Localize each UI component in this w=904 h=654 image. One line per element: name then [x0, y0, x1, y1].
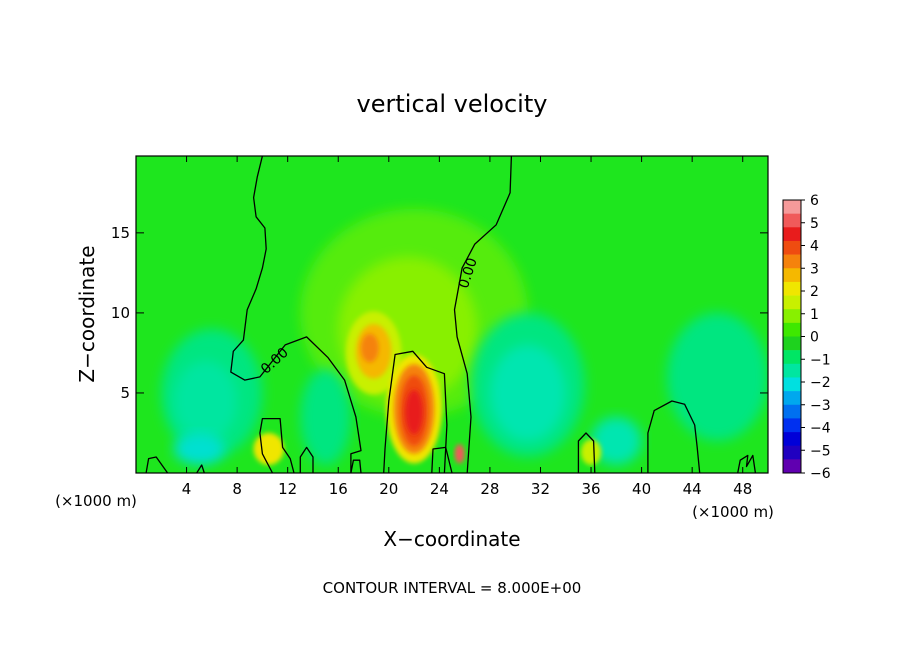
zero-contour-cell — [577, 432, 596, 473]
field-downdraft-low — [591, 416, 642, 465]
field-updraft-small — [253, 432, 284, 465]
colorbar-swatch — [783, 254, 801, 269]
y-tick-label: 10 — [111, 304, 130, 322]
colorbar-swatch — [783, 227, 801, 242]
colorbar-swatch — [783, 268, 801, 283]
colorbar-tick-label: 6 — [810, 193, 819, 209]
x-tick-label: 36 — [581, 480, 600, 498]
colorbar-tick-label: 3 — [810, 261, 819, 277]
x-tick-label: 20 — [379, 480, 398, 498]
chart-title: vertical velocity — [357, 90, 548, 118]
colorbar-swatch — [783, 391, 801, 406]
colorbar-tick-label: 1 — [810, 307, 819, 323]
colorbar-tick-label: −1 — [810, 352, 831, 368]
colorbar-swatch — [783, 213, 801, 228]
x-tick-label: 40 — [632, 480, 651, 498]
x-tick-label: 28 — [480, 480, 499, 498]
colorbar-tick-label: −6 — [810, 466, 831, 482]
colorbar-swatch — [783, 295, 801, 310]
field-downdraft-core — [173, 360, 238, 441]
y-axis-ticks: 5 10 15 — [111, 224, 768, 402]
zero-contour-small — [145, 456, 169, 473]
x-tick-label: 44 — [683, 480, 702, 498]
field-downdraft-core — [489, 344, 566, 441]
zero-contour-small — [350, 459, 362, 473]
contour-interval-note: CONTOUR INTERVAL = 8.000E+00 — [323, 579, 582, 597]
zero-contour-west — [230, 156, 362, 473]
zero-contour-small — [196, 464, 205, 473]
colorbar-swatch — [783, 363, 801, 378]
colorbar-tick-label: −4 — [810, 421, 831, 437]
zero-contour-cell — [259, 417, 295, 473]
zero-contour-small — [737, 454, 757, 473]
x-tick-label: 8 — [232, 480, 242, 498]
colorbar-swatch — [783, 418, 801, 433]
colorbar-tick-label: 2 — [810, 284, 819, 300]
x-unit-right: (×1000 m) — [692, 503, 774, 521]
x-tick-label: 16 — [329, 480, 348, 498]
colorbar-swatch — [783, 404, 801, 419]
field-updraft-core — [360, 333, 379, 363]
plot-frame — [135, 155, 769, 474]
x-unit-left: (×1000 m) — [55, 492, 137, 510]
colorbar-swatch — [783, 445, 801, 460]
colorbar-tick-label: 5 — [810, 216, 819, 232]
field-downdraft — [666, 312, 768, 441]
colorbar-swatch — [783, 309, 801, 324]
colorbar-swatch — [783, 432, 801, 446]
x-tick-label: 32 — [531, 480, 550, 498]
zero-contour-east — [453, 156, 513, 473]
colorbar-tick-label: 4 — [810, 239, 819, 255]
y-tick-label: 5 — [120, 384, 130, 402]
zero-contour-cell — [647, 400, 701, 473]
colorbar: 6 5 4 3 2 1 0 −1 −2 −3 −4 −5 −6 — [782, 193, 831, 482]
x-axis-ticks: 4 8 12 16 20 24 28 32 36 40 44 48 — [182, 156, 752, 498]
x-axis-label: X−coordinate — [383, 527, 520, 551]
colorbar-tick-label: −3 — [810, 398, 831, 414]
x-tick-label: 12 — [278, 480, 297, 498]
x-tick-label: 4 — [182, 480, 192, 498]
colorbar-swatch — [783, 281, 801, 296]
colorbar-swatch — [783, 200, 801, 214]
y-axis-label: Z−coordinate — [75, 245, 99, 382]
colorbar-swatch — [783, 377, 801, 392]
colorbar-swatch — [783, 459, 801, 474]
colorbar-swatch — [783, 350, 801, 365]
x-tick-label: 24 — [430, 480, 449, 498]
x-tick-label: 48 — [733, 480, 752, 498]
colorbar-swatch — [783, 336, 801, 351]
colorbar-swatch — [783, 240, 801, 255]
field-downdraft-low — [173, 432, 225, 465]
velocity-field — [161, 208, 768, 465]
colorbar-swatch — [783, 322, 801, 337]
field-downdraft — [300, 368, 351, 465]
y-tick-label: 15 — [111, 224, 130, 242]
field-updraft-small — [454, 444, 465, 464]
colorbar-tick-label: −2 — [810, 375, 831, 391]
colorbar-tick-label: −5 — [810, 443, 831, 459]
zero-contour-small — [299, 446, 314, 473]
zero-contour-small — [431, 446, 453, 473]
field-updraft-core — [405, 389, 423, 435]
colorbar-tick-label: 0 — [810, 330, 819, 346]
field-updraft-small — [580, 439, 602, 465]
zero-contour-core — [383, 350, 448, 473]
